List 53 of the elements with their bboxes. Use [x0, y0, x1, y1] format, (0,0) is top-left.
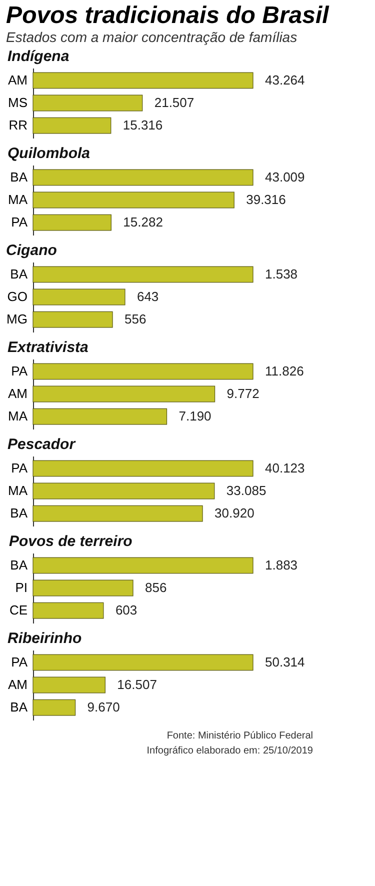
chart-title: Pescador	[8, 436, 76, 453]
chart-title: Extrativista	[8, 339, 88, 356]
y-tick-label: AM	[8, 386, 28, 401]
y-tick-label: MA	[8, 408, 28, 424]
source-note: Fonte: Ministério Público Federal	[166, 730, 313, 742]
text: Estados com a maior concentração de famílias	[6, 29, 298, 45]
chart-title: Cigano	[6, 242, 57, 259]
y-tick-label: BA	[10, 557, 28, 572]
chart-title: Povos de terreiro	[8, 533, 132, 550]
y-tick-label: MG	[6, 312, 28, 327]
chart-title: Indígena	[8, 48, 70, 65]
y-tick-label: CE	[9, 602, 28, 618]
data-label: 1.538	[265, 266, 298, 282]
y-tick-label: GO	[7, 289, 28, 304]
data-label: 643	[136, 289, 159, 304]
y-tick-label: MS	[8, 95, 28, 110]
y-tick-label: AM	[8, 677, 28, 692]
y-tick-label: PA	[11, 363, 28, 378]
y-tick-label: BA	[10, 169, 28, 184]
data-label: 43.009	[265, 169, 305, 184]
data-label: 7.190	[178, 408, 212, 424]
data-label: 603	[115, 602, 138, 618]
y-tick-label: AM	[8, 72, 28, 88]
data-label: 30.920	[214, 506, 254, 521]
data-label: 11.826	[265, 363, 304, 378]
y-tick-label: RR	[8, 118, 28, 133]
text: Povos tradicionais do Brasil	[6, 2, 330, 29]
data-label: 9.670	[87, 700, 120, 715]
data-label: 15.316	[122, 118, 163, 133]
y-tick-label: PI	[15, 580, 28, 595]
data-label: 9.772	[226, 386, 260, 401]
chart-title: Ribeirinho	[8, 630, 82, 647]
data-label: 33.085	[226, 483, 266, 498]
data-label: 40.123	[265, 460, 305, 476]
data-label: 15.282	[123, 214, 163, 230]
data-label: 50.314	[265, 654, 305, 670]
data-label: 16.507	[117, 677, 157, 692]
y-tick-label: MA	[8, 483, 28, 498]
data-label: 556	[124, 312, 146, 327]
data-label: 856	[145, 580, 167, 595]
y-tick-label: BA	[10, 700, 28, 715]
data-label: 21.507	[154, 95, 194, 110]
y-tick-label: PA	[11, 214, 28, 230]
y-tick-label: BA	[10, 266, 28, 282]
data-label: 43.264	[265, 72, 305, 88]
y-tick-label: BA	[10, 506, 28, 521]
y-tick-label: MA	[8, 192, 28, 207]
data-label: 1.883	[265, 557, 298, 572]
y-tick-label: PA	[11, 460, 28, 476]
data-label: 39.316	[246, 192, 286, 207]
chart-title: Quilombola	[8, 145, 90, 162]
text: Infográfico elaborado em: 25/10/2019	[146, 746, 314, 756]
y-tick-label: PA	[11, 654, 28, 670]
